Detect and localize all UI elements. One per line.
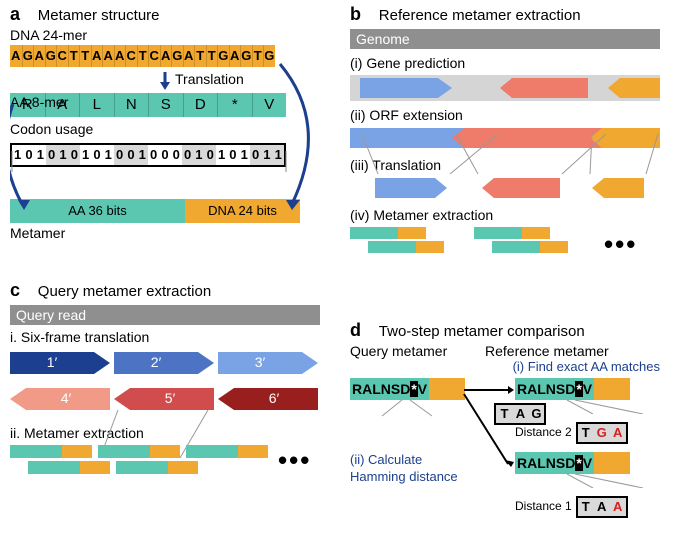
svg-text:1′: 1′ [47,354,58,370]
ref-metamer-2: RALNSD*V Distance 1 TAA [515,452,645,518]
dots-icon: ••• [604,229,637,260]
d-step1: (i) Find exact AA matches [350,359,670,374]
codon-ref1: TGA [576,422,628,444]
panel-a-title: Metamer structure [38,7,160,24]
panel-c: c Query metamer extraction Query read i.… [10,280,340,485]
panel-b-label: b [350,4,361,24]
codon-bits: 101010101001000010101011 [10,143,286,167]
panel-c-title: Query metamer extraction [38,283,211,300]
metamer-extraction-c: ••• [10,445,340,485]
step-iv: (iv) Metamer extraction [350,207,670,223]
svg-text:4′: 4′ [61,390,72,406]
panel-d-label: d [350,320,361,340]
translation-label: Translation [175,71,244,87]
panel-b-guides [350,134,670,194]
codon-title: Codon usage [10,121,340,137]
metamer-bar: AA 36 bits DNA 24 bits [10,199,340,223]
query-read-bar: Query read [10,305,320,325]
d-step2: (ii) Calculate Hamming distance [350,452,470,486]
panel-d: d Two-step metamer comparison Query meta… [350,320,670,524]
codon-ref2: TAA [576,496,628,518]
panel-c-label: c [10,280,20,300]
panel-b: b Reference metamer extraction Genome (i… [350,4,670,277]
distance-1: Distance 1 [515,499,572,513]
metamer-extraction-b: ••• [350,227,670,277]
panel-a: a Metamer structure DNA 24-mer AGAGCTTAA… [10,4,340,241]
aa-title: AA 8-mer [10,94,68,110]
translation-arrow-svg [10,72,310,90]
gene-prediction-track [350,75,660,101]
query-metamer-label: Query metamer [350,343,485,359]
six-frame-arrows: 1′ 2′ 3′ 4′ 5′ 6′ [10,349,320,415]
dots-icon: ••• [278,445,311,476]
dna-sequence: AGAGCTTAAACTCAGATTGAGTG [10,45,340,67]
bar-dna: DNA 24 bits [185,199,300,223]
panel-b-title: Reference metamer extraction [379,7,581,24]
ref-metamer-1: RALNSD*V Distance 2 TGA [515,378,645,444]
svg-text:6′: 6′ [269,390,280,406]
svg-text:3′: 3′ [255,354,266,370]
metamer-label: Metamer [10,225,340,241]
c-step1: i. Six-frame translation [10,329,340,345]
d-arrows [460,380,516,510]
svg-text:2′: 2′ [151,354,162,370]
panel-d-title: Two-step metamer comparison [379,323,585,340]
ref-metamer-label: Reference metamer [485,343,609,359]
genome-bar: Genome [350,29,660,49]
svg-text:5′: 5′ [165,390,176,406]
panel-a-label: a [10,4,20,24]
bar-aa: AA 36 bits [10,199,185,223]
step-i: (i) Gene prediction [350,55,670,71]
dna-title: DNA 24-mer [10,27,340,43]
distance-2: Distance 2 [515,425,572,439]
step-ii: (ii) ORF extension [350,107,670,123]
